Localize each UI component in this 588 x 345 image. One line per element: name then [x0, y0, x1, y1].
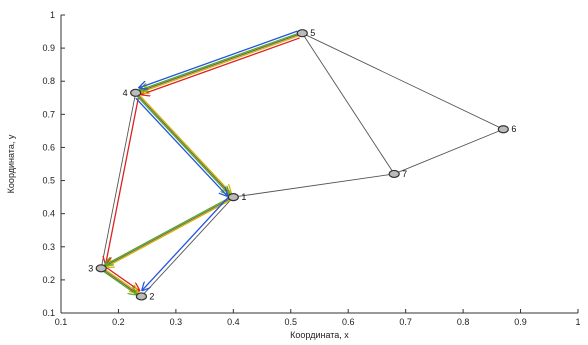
y-tick-label: 0.8 — [42, 76, 55, 86]
node-3-marker — [95, 264, 107, 273]
node-7-marker — [388, 169, 400, 179]
node-4-marker — [130, 88, 142, 97]
x-tick-label: 0.7 — [399, 317, 412, 327]
x-tick-label: 0.9 — [514, 317, 527, 327]
axes: 0.1 0.2 0.3 0.4 0.5 0.6 0.7 0.8 0.9 1 0.1 0.2 0.3 0.4… — [42, 10, 580, 327]
x-tick-label: 0.2 — [112, 317, 125, 327]
edge-1-2 — [141, 196, 234, 297]
route-3-segment — [139, 30, 298, 88]
edge-4-5 — [135, 32, 303, 94]
graph-edges — [100, 32, 504, 297]
route-1-segment — [141, 35, 300, 93]
x-tick-label: 0.3 — [170, 317, 183, 327]
x-axis-label: Координата, x — [290, 330, 349, 340]
route-paths — [103, 30, 300, 295]
x-tick-label: 0.5 — [285, 317, 298, 327]
graph-nodes: 1 2 3 4 5 6 7 — [88, 28, 516, 301]
y-tick-label: 0.3 — [42, 242, 55, 252]
edge-5-6 — [302, 32, 504, 130]
y-axis-label: Координата, y — [6, 134, 16, 193]
route-0-segment — [106, 97, 140, 264]
x-tick-label: 0.6 — [342, 317, 355, 327]
node-5-marker — [296, 29, 308, 38]
x-tick-label: 1 — [575, 317, 580, 327]
edge-2-3 — [100, 267, 142, 297]
node-3-label: 3 — [88, 263, 93, 273]
y-tick-label: 0.5 — [42, 176, 55, 186]
route-1-segment — [138, 94, 231, 193]
edge-6-7 — [394, 128, 504, 175]
edge-1-4 — [135, 92, 234, 198]
route-3-segment — [135, 97, 228, 196]
node-4-label: 4 — [123, 88, 128, 98]
node-6-marker — [497, 125, 509, 134]
y-tick-label: 0.2 — [42, 275, 55, 285]
edge-3-4 — [100, 92, 137, 269]
node-1-marker — [227, 193, 239, 202]
x-tick-label: 0.1 — [55, 317, 68, 327]
edge-1-3 — [100, 196, 234, 269]
edge-7-5 — [301, 32, 395, 175]
node-5-label: 5 — [310, 28, 315, 38]
route-0-segment — [106, 267, 140, 291]
node-1-label: 1 — [241, 192, 246, 202]
node-7-label: 7 — [402, 169, 407, 179]
route-2-segment — [137, 96, 230, 195]
route-0-segment — [142, 37, 300, 95]
y-tick-label: 0.4 — [42, 209, 55, 219]
y-tick-label: 0.9 — [42, 43, 55, 53]
edge-7-1 — [233, 173, 395, 198]
route-3-segment — [142, 197, 229, 291]
node-2-marker — [135, 292, 148, 301]
route-1-segment — [106, 199, 231, 267]
route-1-segment — [104, 269, 138, 293]
node-6-label: 6 — [511, 124, 516, 134]
x-tick-label: 0.8 — [457, 317, 470, 327]
y-tick-label: 0.6 — [42, 142, 55, 152]
x-tick-label: 0.4 — [227, 317, 240, 327]
y-tick-label: 0.7 — [42, 109, 55, 119]
route-2-segment — [140, 32, 299, 90]
node-2-label: 2 — [149, 291, 154, 301]
y-tick-label: 1 — [50, 10, 55, 20]
route-2-segment — [105, 197, 230, 265]
y-tick-label: 0.1 — [42, 308, 55, 318]
route-2-segment — [103, 271, 137, 295]
